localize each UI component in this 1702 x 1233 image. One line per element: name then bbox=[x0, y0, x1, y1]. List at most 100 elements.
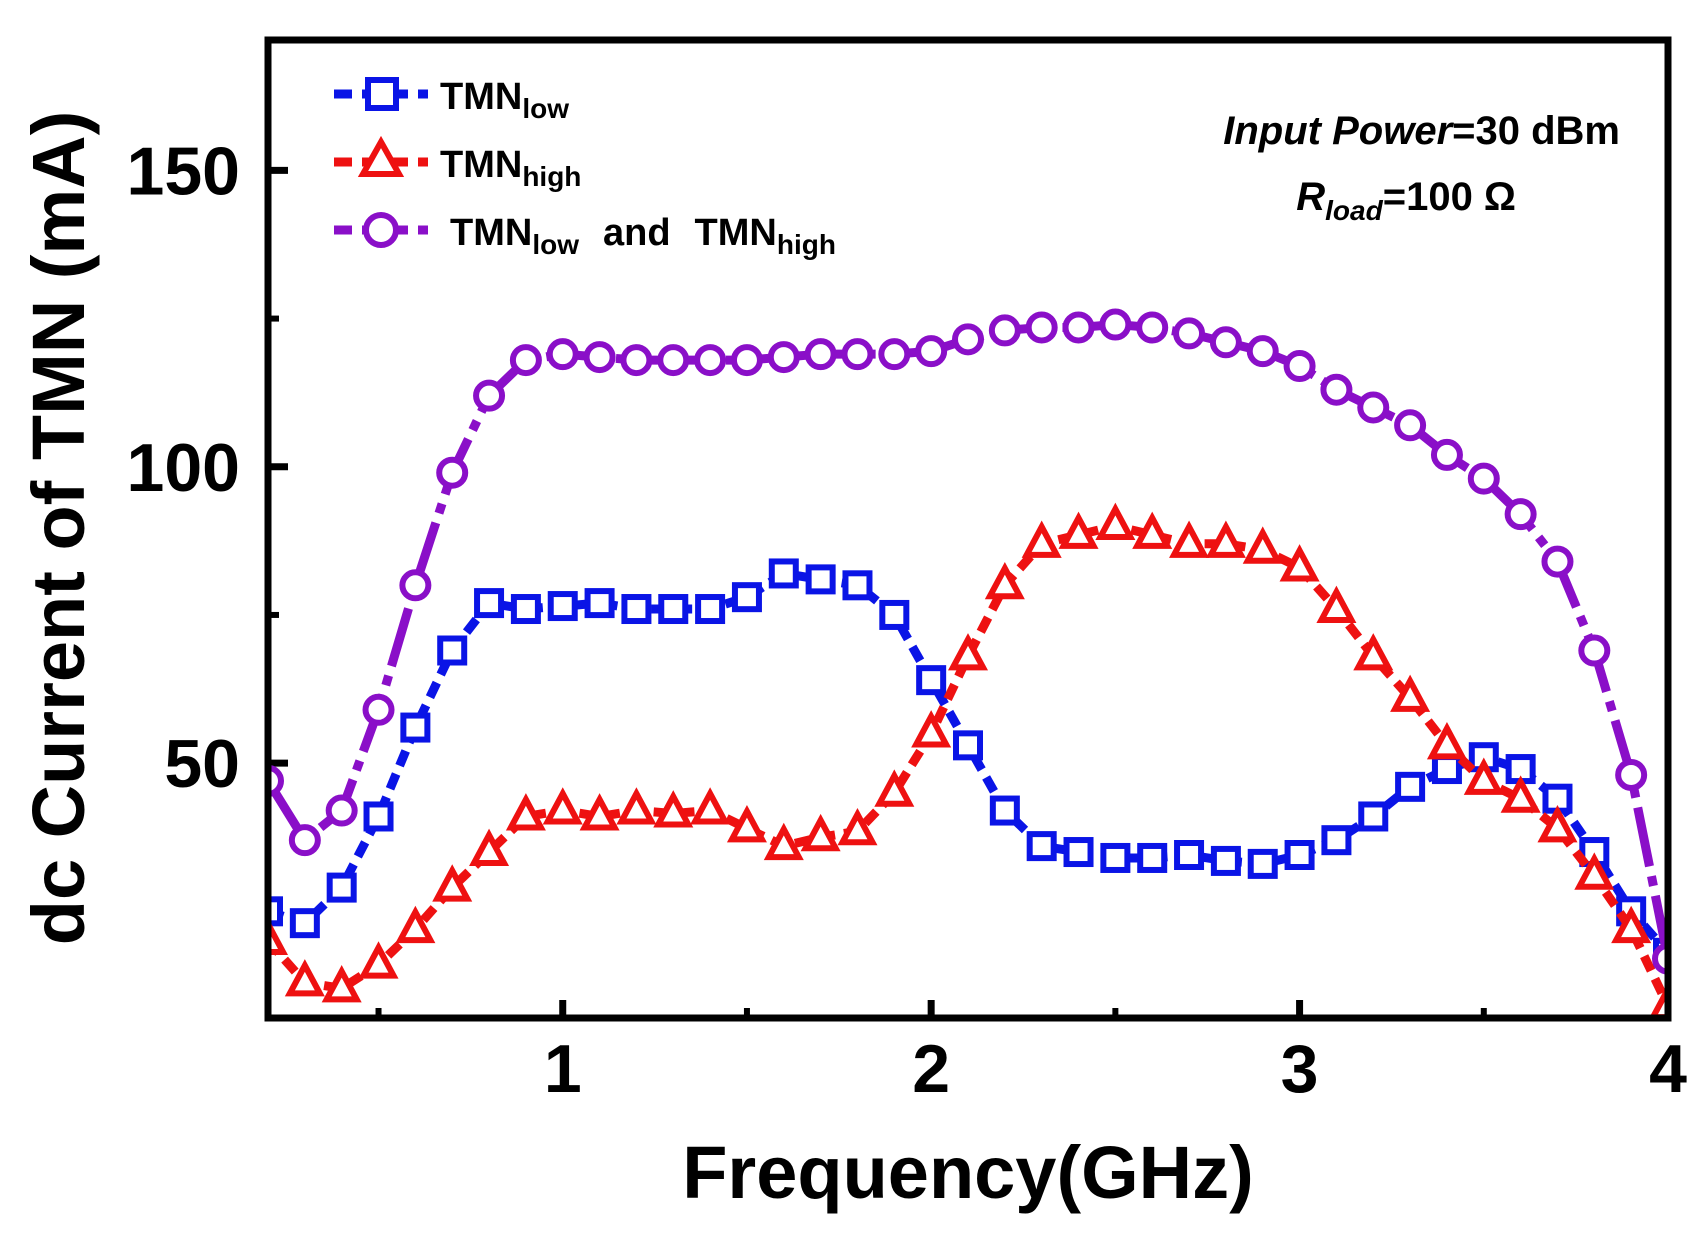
data-point bbox=[1504, 498, 1537, 531]
data-point bbox=[1021, 520, 1062, 558]
data-point bbox=[1541, 545, 1574, 578]
data-point bbox=[842, 570, 873, 601]
data-point bbox=[984, 561, 1025, 600]
data-point bbox=[1353, 633, 1394, 671]
data-point bbox=[1205, 520, 1246, 558]
y-axis-title: dc Current of TMN (mA) bbox=[17, 111, 100, 946]
data-point bbox=[1395, 771, 1426, 802]
data-point bbox=[362, 693, 395, 726]
data-point bbox=[542, 787, 583, 825]
data-point bbox=[726, 804, 767, 843]
data-point bbox=[1099, 308, 1132, 341]
data-point bbox=[469, 828, 510, 867]
data-point bbox=[510, 594, 541, 625]
data-point bbox=[399, 569, 432, 602]
data-point bbox=[1431, 754, 1462, 785]
data-point bbox=[837, 807, 878, 846]
data-point bbox=[579, 793, 620, 831]
data-point bbox=[879, 599, 910, 630]
data-point bbox=[1320, 373, 1353, 406]
data-point bbox=[804, 338, 837, 371]
data-point bbox=[1316, 585, 1357, 624]
data-point bbox=[1025, 311, 1058, 344]
series-layer bbox=[268, 308, 1668, 1018]
data-point bbox=[395, 905, 436, 944]
series-line bbox=[268, 521, 1668, 1009]
data-point bbox=[1242, 526, 1283, 564]
data-point bbox=[400, 712, 431, 743]
data-point bbox=[1062, 311, 1095, 344]
data-point bbox=[325, 794, 358, 827]
data-point bbox=[989, 795, 1020, 826]
data-point bbox=[695, 594, 726, 625]
data-point bbox=[694, 344, 727, 377]
data-point bbox=[1500, 775, 1541, 813]
data-point bbox=[1578, 634, 1611, 667]
data-point bbox=[584, 588, 615, 619]
data-point bbox=[1095, 502, 1136, 541]
data-point bbox=[268, 917, 289, 955]
data-point bbox=[321, 965, 362, 1003]
data-point bbox=[1390, 674, 1431, 712]
data-point bbox=[620, 344, 653, 377]
data-point bbox=[768, 558, 799, 589]
data-point bbox=[915, 335, 948, 368]
annotation: Input Power=30 dBm Rload=100 Ω bbox=[1223, 109, 1620, 226]
x-tick-label: 2 bbox=[912, 1031, 950, 1107]
data-point bbox=[437, 635, 468, 666]
data-point bbox=[947, 633, 989, 671]
data-point bbox=[1174, 840, 1205, 870]
data-point bbox=[767, 341, 800, 374]
x-tick-label: 4 bbox=[1649, 1031, 1687, 1107]
data-point bbox=[1136, 311, 1169, 344]
data-point bbox=[1100, 842, 1131, 873]
data-point bbox=[1467, 462, 1500, 495]
data-point bbox=[289, 908, 320, 939]
data-point bbox=[1430, 438, 1463, 471]
data-point bbox=[1615, 758, 1648, 791]
plot-frame bbox=[264, 36, 1672, 1022]
data-point bbox=[432, 864, 473, 902]
data-point bbox=[363, 801, 394, 832]
legend: TMNlow TMNhigh TMNlow and TMNhigh bbox=[334, 76, 836, 260]
data-point bbox=[436, 456, 469, 489]
legend-marker-circle bbox=[363, 212, 399, 248]
data-point bbox=[1026, 831, 1057, 862]
data-point bbox=[1611, 905, 1652, 944]
annotation-rload: Rload=100 Ω bbox=[1296, 175, 1516, 226]
data-point bbox=[326, 872, 357, 903]
data-point bbox=[731, 582, 762, 613]
x-axis-title: Frequency(GHz) bbox=[682, 1131, 1254, 1214]
data-point bbox=[621, 594, 652, 625]
data-point bbox=[1574, 852, 1615, 890]
data-point bbox=[800, 813, 841, 852]
data-point bbox=[1279, 544, 1320, 582]
data-point bbox=[763, 822, 804, 861]
data-point bbox=[288, 824, 321, 857]
data-point bbox=[1358, 801, 1389, 832]
data-point bbox=[653, 790, 694, 828]
y-tick-label: 50 bbox=[164, 726, 240, 802]
data-point bbox=[988, 314, 1021, 347]
data-point bbox=[1537, 804, 1578, 843]
data-point bbox=[616, 787, 657, 825]
data-point bbox=[1169, 520, 1210, 558]
data-point bbox=[505, 793, 546, 831]
legend-entry-tmn-high: TMNhigh bbox=[334, 135, 581, 192]
data-point bbox=[1321, 825, 1352, 856]
data-point bbox=[730, 344, 763, 377]
data-point bbox=[1209, 326, 1242, 359]
legend-entry-tmn-both: TMNlow and TMNhigh bbox=[334, 212, 836, 260]
data-point bbox=[953, 730, 983, 761]
data-point bbox=[474, 588, 505, 619]
data-point bbox=[657, 344, 690, 377]
legend-entry-tmn-low: TMNlow bbox=[334, 76, 569, 124]
data-point bbox=[690, 787, 731, 825]
data-point bbox=[284, 959, 325, 997]
data-point bbox=[1132, 511, 1173, 549]
data-point bbox=[916, 665, 947, 696]
data-point bbox=[358, 941, 399, 979]
legend-label-tmn-low: TMNlow bbox=[440, 76, 569, 124]
data-point bbox=[1058, 511, 1099, 549]
x-tick-label: 3 bbox=[1281, 1031, 1319, 1107]
